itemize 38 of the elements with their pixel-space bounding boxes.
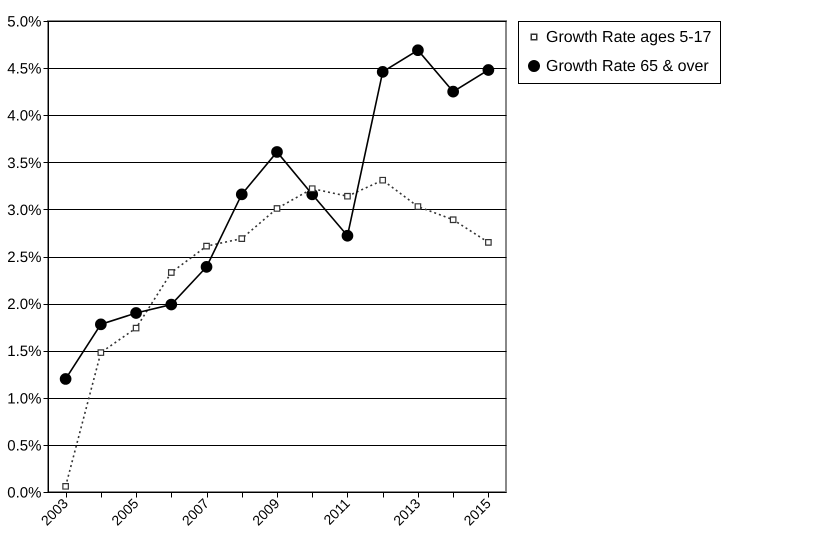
point (271, 146, 283, 158)
point (130, 307, 142, 319)
point (485, 239, 492, 246)
point (379, 176, 386, 184)
point (482, 64, 494, 76)
y-tick-label: 1.0% (7, 390, 42, 408)
y-tick-label: 1.5% (7, 343, 42, 360)
y-tick-label: 4.5% (7, 60, 42, 78)
point (414, 203, 422, 210)
y-tick-label: 3.0% (7, 202, 42, 219)
point (168, 269, 175, 276)
y-tick-label: 0.0% (7, 484, 42, 502)
y-tick-label: 3.5% (7, 154, 42, 172)
point (450, 216, 456, 224)
point (203, 242, 210, 250)
point (132, 324, 140, 332)
point (274, 205, 280, 212)
y-tick-label: 5.0% (7, 14, 42, 30)
point (60, 373, 72, 385)
point (165, 298, 178, 310)
point (62, 483, 69, 490)
point (344, 192, 351, 200)
legend-label: Growth Rate 65 & over (546, 58, 710, 75)
point (236, 188, 248, 200)
y-tick-label: 4.0% (7, 108, 42, 125)
point (376, 66, 389, 78)
point (412, 44, 424, 56)
legend-label: Growth Rate ages 5-17 (546, 29, 712, 46)
point (98, 349, 104, 356)
point (342, 230, 354, 242)
point (95, 318, 107, 330)
y-tick-label: 0.5% (7, 437, 42, 454)
y-tick-label: 2.0% (7, 296, 42, 314)
y-tick-label: 2.5% (7, 249, 42, 266)
point (308, 185, 316, 192)
point (447, 86, 459, 98)
point (238, 235, 246, 242)
point (200, 261, 212, 273)
